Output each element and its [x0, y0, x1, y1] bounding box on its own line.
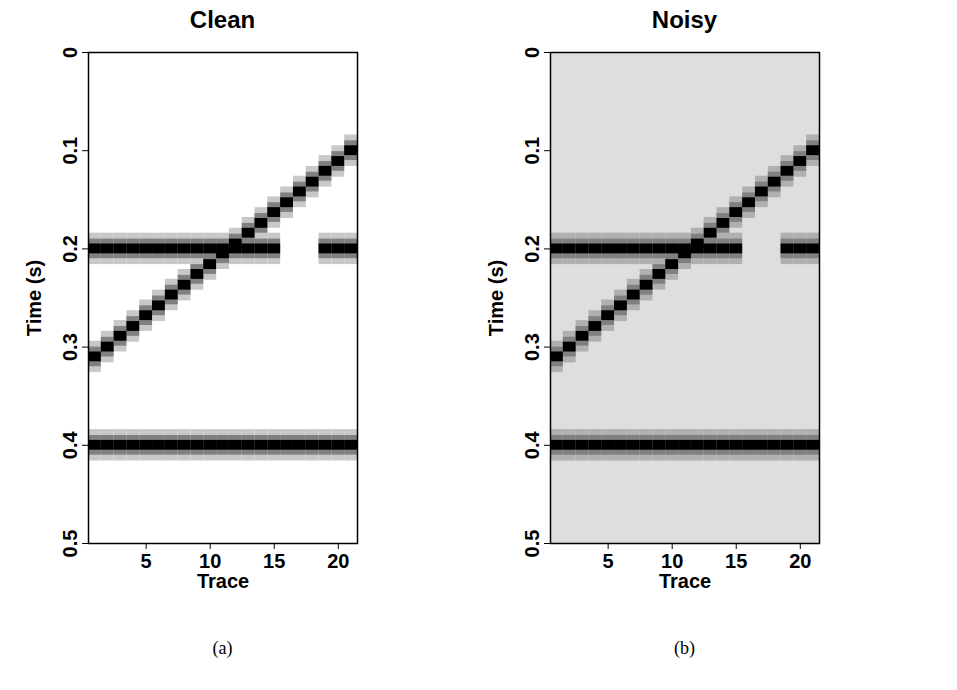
- svg-text:5: 5: [603, 550, 614, 572]
- svg-text:0.4: 0.4: [59, 431, 81, 460]
- svg-text:0.3: 0.3: [59, 333, 81, 361]
- svg-text:0.5: 0.5: [59, 530, 81, 558]
- svg-text:10: 10: [661, 550, 683, 572]
- svg-text:Trace: Trace: [197, 570, 249, 592]
- svg-text:Trace: Trace: [659, 570, 711, 592]
- svg-text:0.2: 0.2: [521, 235, 543, 263]
- svg-text:0.5: 0.5: [521, 530, 543, 558]
- svg-text:10: 10: [199, 550, 221, 572]
- svg-text:0.4: 0.4: [521, 431, 543, 460]
- svg-text:0.1: 0.1: [521, 137, 543, 165]
- svg-text:20: 20: [789, 550, 811, 572]
- svg-text:0.2: 0.2: [59, 235, 81, 263]
- svg-text:0.1: 0.1: [59, 137, 81, 165]
- html-text:Clean: Clean: [189, 6, 256, 33]
- html-text:Noisy: Noisy: [651, 6, 718, 33]
- svg-text:15: 15: [263, 550, 285, 572]
- html-text:(b): (b): [674, 638, 695, 658]
- svg-text:5: 5: [141, 550, 152, 572]
- svg-text:0: 0: [59, 47, 81, 58]
- svg-text:20: 20: [327, 550, 349, 572]
- html-text:(a): (a): [212, 638, 233, 658]
- svg-text:15: 15: [725, 550, 747, 572]
- svg-text:Time (s): Time (s): [23, 260, 45, 336]
- svg-text:Time (s): Time (s): [485, 260, 507, 336]
- svg-text:0: 0: [521, 47, 543, 58]
- svg-text:0.3: 0.3: [521, 333, 543, 361]
